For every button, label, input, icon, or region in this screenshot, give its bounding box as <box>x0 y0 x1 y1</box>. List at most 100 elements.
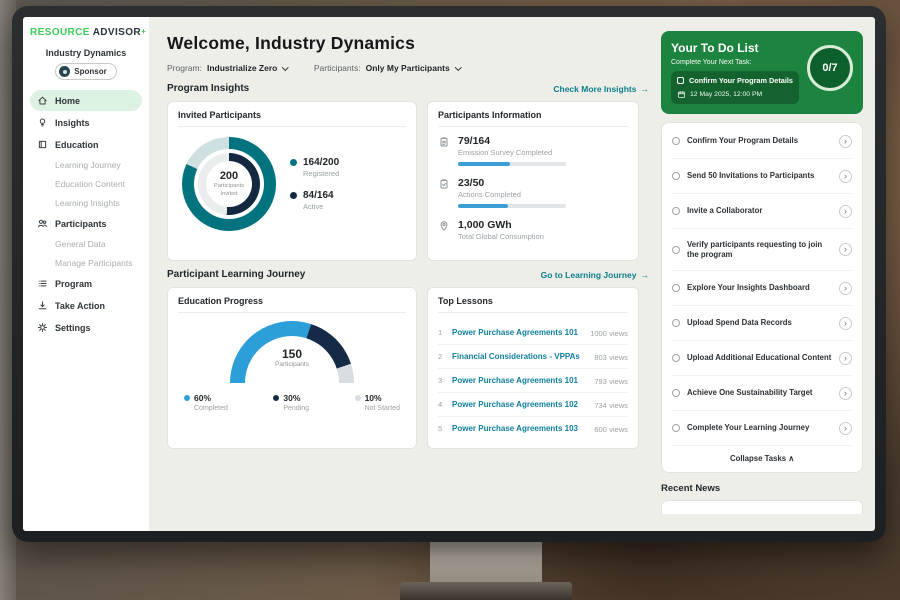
task-label: Complete Your Learning Journey <box>687 423 810 433</box>
invited-donut-chart: 200 Participants Invited <box>182 137 276 231</box>
lesson-views: 734 <box>594 400 607 410</box>
legend-label: Active <box>303 202 324 211</box>
sidebar-item-education[interactable]: Education <box>30 134 142 155</box>
participants-filter-dropdown[interactable]: Participants: Only My Participants <box>314 63 462 73</box>
chevron-right-icon[interactable]: › <box>839 351 852 365</box>
next-task-label: Confirm Your Program Details <box>689 76 793 85</box>
stat-value: 79/164 <box>458 135 491 147</box>
checkbox-icon[interactable] <box>672 207 680 215</box>
task-row-verify-participants[interactable]: Verify participants requesting to join t… <box>672 229 852 272</box>
task-row-achieve-target[interactable]: Achieve One Sustainability Target › <box>672 376 852 412</box>
checkbox-icon[interactable] <box>672 319 680 328</box>
lesson-views-unit: views <box>609 400 628 410</box>
lesson-views-unit: views <box>609 376 628 386</box>
go-to-learning-journey-link[interactable]: Go to Learning Journey → <box>541 270 649 280</box>
arrow-right-icon: → <box>640 269 650 280</box>
legend-pct: 10% <box>364 393 382 403</box>
gauge-center-label: Participants <box>275 361 309 368</box>
participants-icon <box>37 218 48 229</box>
sidebar-item-learning-insights[interactable]: Learning Insights <box>30 194 142 212</box>
sidebar-label: Learning Insights <box>55 198 120 208</box>
legend-dot <box>290 159 297 166</box>
emission-survey-progress-bar <box>458 162 566 166</box>
sponsor-badge[interactable]: Sponsor <box>55 63 117 80</box>
check-more-insights-link[interactable]: Check More Insights → <box>553 84 649 94</box>
logo-plus: + <box>141 27 147 36</box>
chevron-right-icon[interactable]: › <box>839 204 852 218</box>
task-row-invite-collaborator[interactable]: Invite a Collaborator › <box>672 194 852 229</box>
program-filter-value: Industrialize Zero <box>206 63 278 73</box>
todo-title: Your To Do List <box>671 41 759 55</box>
chevron-right-icon[interactable]: › <box>839 243 852 257</box>
task-row-upload-spend-data[interactable]: Upload Spend Data Records › <box>672 306 852 342</box>
gauge-center-value: 150 <box>281 347 303 361</box>
sidebar-item-settings[interactable]: Settings <box>30 317 142 338</box>
logo-advisor: ADVISOR <box>92 27 142 38</box>
sidebar-item-learning-journey[interactable]: Learning Journey <box>30 156 142 174</box>
sidebar-item-take-action[interactable]: Take Action <box>30 295 142 316</box>
legend-label: Pending <box>283 405 310 412</box>
legend-item-pending: 30% Pending <box>273 393 309 412</box>
task-row-send-invitations[interactable]: Send 50 Invitations to Participants › <box>672 159 852 194</box>
checkbox-icon[interactable] <box>672 172 680 180</box>
lesson-link[interactable]: Financial Considerations - VPPAs <box>452 352 580 361</box>
stat-emission-survey: 79/164 Emission Survey Completed <box>438 135 628 166</box>
sidebar-item-program[interactable]: Program <box>30 273 142 294</box>
chevron-right-icon[interactable]: › <box>839 386 852 400</box>
lesson-link[interactable]: Power Purchase Agreements 102 <box>452 400 578 409</box>
task-label: Confirm Your Program Details <box>687 135 799 145</box>
chevron-right-icon[interactable]: › <box>839 281 852 295</box>
checkbox-icon[interactable] <box>672 284 680 293</box>
chevron-right-icon[interactable]: › <box>839 421 852 435</box>
sidebar-label: Manage Participants <box>55 258 133 268</box>
checkbox-icon[interactable] <box>672 354 680 363</box>
actions-icon <box>438 178 450 190</box>
lesson-row: 2 Financial Considerations - VPPAs 803 v… <box>438 345 628 369</box>
lesson-views-unit: views <box>609 352 628 362</box>
lesson-views: 600 <box>594 424 607 434</box>
sidebar-item-participants[interactable]: Participants <box>30 213 142 234</box>
lesson-link[interactable]: Power Purchase Agreements 103 <box>452 424 578 433</box>
checkbox-icon[interactable] <box>672 137 680 145</box>
invited-participants-card: Invited Participants 200 Participants In… <box>167 101 417 261</box>
task-row-upload-educational-content[interactable]: Upload Additional Educational Content › <box>672 341 852 377</box>
todo-task-list: Confirm Your Program Details › Send 50 I… <box>661 122 863 474</box>
task-label: Achieve One Sustainability Target <box>687 388 813 398</box>
card-title: Participants Information <box>438 110 628 127</box>
task-row-confirm-program[interactable]: Confirm Your Program Details › <box>672 124 852 159</box>
donut-center-label: Participants Invited <box>213 183 245 197</box>
sidebar-item-home[interactable]: Home <box>30 90 142 111</box>
lesson-views-unit: views <box>609 424 628 434</box>
task-row-explore-insights[interactable]: Explore Your Insights Dashboard › <box>672 271 852 307</box>
chevron-right-icon[interactable]: › <box>839 316 852 330</box>
actions-progress-bar <box>458 204 566 208</box>
sidebar-nav: Home Insights Education Learning Journey… <box>30 90 142 338</box>
lesson-link[interactable]: Power Purchase Agreements 101 <box>452 328 578 337</box>
program-filter-dropdown[interactable]: Program: Industrialize Zero <box>167 63 289 73</box>
checkbox-icon[interactable] <box>672 424 680 433</box>
sidebar-label: Education <box>55 139 99 150</box>
checkbox-icon[interactable] <box>677 77 684 84</box>
sidebar-item-general-data[interactable]: General Data <box>30 235 142 253</box>
chevron-right-icon[interactable]: › <box>839 134 852 148</box>
legend-item-active: 84/164 Active <box>290 190 339 211</box>
checkbox-icon[interactable] <box>672 245 680 254</box>
card-title: Education Progress <box>178 296 406 313</box>
task-row-complete-learning-journey[interactable]: Complete Your Learning Journey › <box>672 411 852 447</box>
task-label: Upload Additional Educational Content <box>687 353 832 363</box>
next-task-block[interactable]: Confirm Your Program Details 12 May 2025… <box>671 71 799 104</box>
chevron-right-icon[interactable]: › <box>839 169 852 183</box>
collapse-tasks-button[interactable]: Collapse Tasks ∧ <box>672 446 852 471</box>
dashboard-screen: RESOURCE ADVISOR+ Industry Dynamics Spon… <box>23 17 875 531</box>
monitor-bezel: RESOURCE ADVISOR+ Industry Dynamics Spon… <box>12 6 886 542</box>
sidebar-item-education-content[interactable]: Education Content <box>30 175 142 193</box>
sidebar-item-insights[interactable]: Insights <box>30 112 142 133</box>
program-icon <box>37 278 48 289</box>
checkbox-icon[interactable] <box>672 389 680 398</box>
sidebar-item-manage-participants[interactable]: Manage Participants <box>30 254 142 272</box>
lesson-row: 3 Power Purchase Agreements 101 793 view… <box>438 369 628 393</box>
lesson-link[interactable]: Power Purchase Agreements 101 <box>452 376 578 385</box>
stat-actions-completed: 23/50 Actions Completed <box>438 177 628 208</box>
task-label: Verify participants requesting to join t… <box>687 239 823 259</box>
participants-information-card: Participants Information 79/164 Emission… <box>427 101 639 261</box>
